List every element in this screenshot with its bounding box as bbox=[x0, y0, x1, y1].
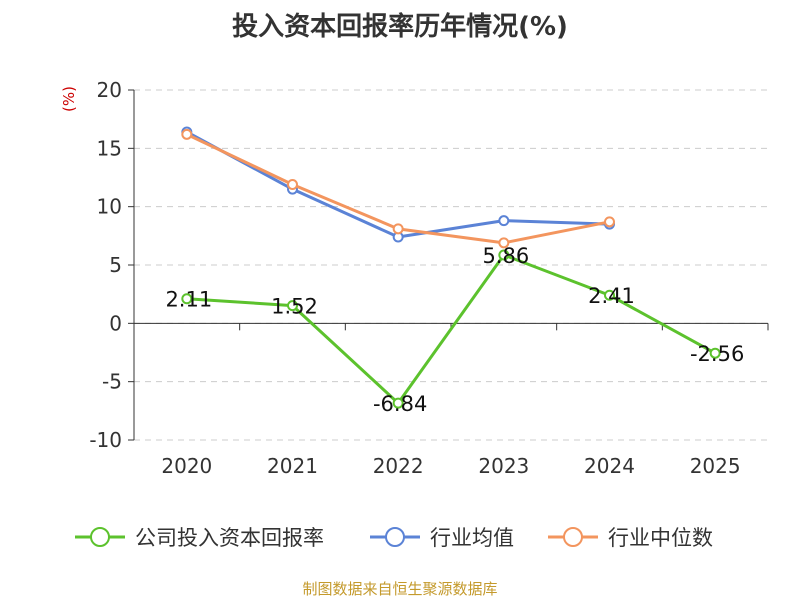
x-tick-label: 2025 bbox=[690, 454, 741, 478]
data-point bbox=[498, 249, 510, 261]
y-tick-label: 20 bbox=[97, 78, 122, 102]
data-point bbox=[604, 216, 615, 228]
data-point bbox=[181, 128, 193, 140]
data-point bbox=[498, 215, 510, 227]
data-point bbox=[287, 179, 298, 190]
data-label: -2.56 bbox=[690, 342, 744, 366]
y-tick-label: -5 bbox=[102, 370, 122, 394]
legend-swatch-marker bbox=[90, 527, 110, 547]
chart-title: 投入资本回报率历年情况(%) bbox=[232, 12, 568, 42]
legend-label: 行业中位数 bbox=[608, 526, 713, 550]
data-point bbox=[709, 347, 721, 359]
data-label: 2.41 bbox=[588, 284, 635, 308]
legend-swatch-marker bbox=[385, 527, 405, 547]
y-tick-label: -10 bbox=[89, 428, 122, 452]
x-tick-label: 2022 bbox=[373, 454, 424, 478]
y-tick-label: 15 bbox=[97, 136, 122, 160]
data-label: -6.84 bbox=[373, 392, 427, 416]
y-tick-label: 5 bbox=[109, 253, 122, 277]
x-tick-label: 2024 bbox=[584, 454, 635, 478]
y-tick-label: 10 bbox=[97, 195, 122, 219]
x-tick-label: 2023 bbox=[478, 454, 529, 478]
legend-swatch-marker bbox=[563, 527, 583, 547]
legend-label: 行业均值 bbox=[430, 526, 514, 550]
x-tick-label: 2020 bbox=[161, 454, 212, 478]
series-line bbox=[186, 253, 716, 405]
data-point bbox=[392, 397, 404, 409]
y-tick-label: 0 bbox=[109, 311, 122, 335]
data-label: 1.52 bbox=[271, 295, 318, 319]
data-label: 2.11 bbox=[165, 288, 212, 312]
data-point bbox=[392, 223, 404, 235]
legend-label: 公司投入资本回报率 bbox=[135, 526, 324, 550]
series-line bbox=[186, 130, 610, 239]
data-label: 5.86 bbox=[482, 244, 529, 268]
x-tick-label: 2021 bbox=[267, 454, 318, 478]
data-point bbox=[181, 293, 193, 305]
data-source-note: 制图数据来自恒生聚源数据库 bbox=[302, 580, 498, 598]
data-point bbox=[604, 289, 615, 301]
data-point bbox=[287, 300, 298, 312]
data-point bbox=[498, 237, 510, 249]
